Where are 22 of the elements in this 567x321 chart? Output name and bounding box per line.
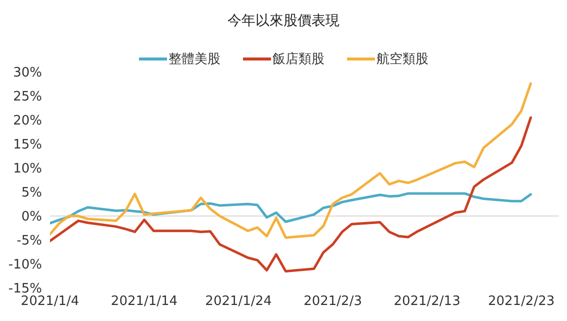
x-tick-label: 2021/1/4 [20, 294, 80, 310]
line-series [50, 82, 532, 239]
legend-label: 航空類股 [376, 51, 428, 68]
legend-label: 整體美股 [168, 51, 220, 68]
x-tick-label: 2021/1/24 [205, 294, 272, 310]
x-tick-label: 2021/1/14 [110, 294, 178, 310]
y-tick-label: 10% [13, 162, 42, 177]
y-tick-label: -10% [8, 258, 42, 273]
y-tick-label: 30% [13, 66, 42, 81]
y-tick-label: -5% [16, 234, 42, 249]
y-tick-label: 0% [21, 210, 42, 225]
y-tick-label: 20% [13, 114, 42, 129]
y-tick-label: -15% [8, 282, 42, 297]
y-tick-label: 15% [13, 138, 42, 153]
line-series [50, 116, 532, 272]
x-tick-label: 2021/2/3 [304, 294, 362, 310]
x-tick-label: 2021/2/13 [394, 294, 460, 310]
legend-label: 飯店類股 [272, 51, 324, 68]
y-tick-label: 5% [21, 186, 42, 201]
y-tick-label: 25% [13, 90, 42, 105]
x-tick-label: 2021/2/23 [488, 294, 555, 310]
chart-title: 今年以來股價表現 [226, 12, 340, 30]
